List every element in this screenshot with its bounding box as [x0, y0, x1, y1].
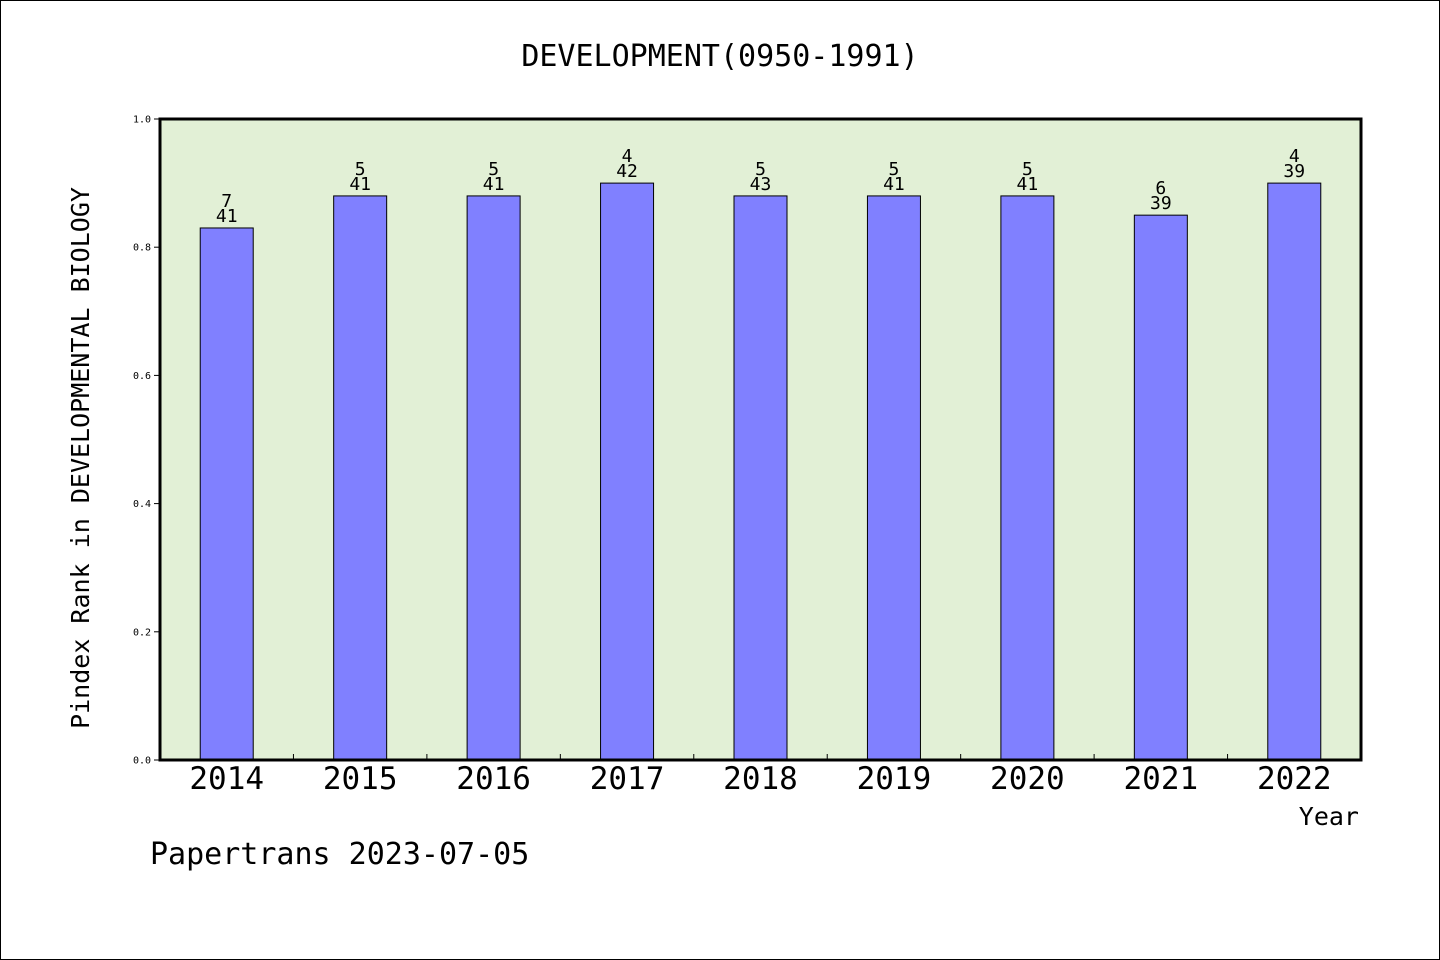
x-tick-label: 2017	[590, 761, 665, 797]
y-tick-label: 0.0	[133, 756, 151, 767]
bar-count-label: 42	[616, 161, 638, 182]
bar-rank-label: 4	[622, 146, 633, 167]
y-axis-label: Pindex Rank in DEVELOPMENTAL BIOLOGY	[66, 187, 95, 729]
bar-count-label: 41	[1017, 174, 1039, 195]
bar-rank-label: 5	[355, 159, 366, 180]
bar	[333, 195, 388, 761]
bar	[1267, 182, 1322, 761]
y-tick-label: 0.2	[133, 627, 151, 638]
bar-rank-label: 5	[889, 159, 900, 180]
y-tick-label: 0.4	[133, 499, 151, 510]
y-tick-label: 0.6	[133, 371, 151, 382]
bar-rank-label: 6	[1155, 178, 1166, 199]
chart-title: DEVELOPMENT(0950-1991)	[521, 39, 918, 74]
x-tick-label: 2019	[857, 761, 932, 797]
bar-count-label: 41	[483, 174, 505, 195]
footer-credit: Papertrans 2023-07-05	[150, 837, 529, 872]
bar-rank-label: 4	[1289, 146, 1300, 167]
x-axis-label: Year	[1299, 802, 1359, 831]
bar	[600, 182, 655, 761]
bar	[866, 195, 921, 761]
bar-count-label: 41	[216, 206, 238, 227]
x-tick-label: 2016	[456, 761, 531, 797]
y-tick-label: 1.0	[133, 115, 151, 126]
x-tick-label: 2022	[1257, 761, 1332, 797]
x-tick-label: 2014	[189, 761, 264, 797]
x-tick-label: 2020	[990, 761, 1065, 797]
bar-count-label: 43	[750, 174, 772, 195]
bar	[733, 195, 788, 761]
bar	[1000, 195, 1055, 761]
bar-rank-label: 5	[755, 159, 766, 180]
bar-count-label: 41	[349, 174, 371, 195]
bar-count-label: 39	[1150, 193, 1172, 214]
x-tick-label: 2018	[723, 761, 798, 797]
bar-rank-label: 7	[221, 191, 232, 212]
bar-count-label: 41	[883, 174, 905, 195]
x-tick-label: 2015	[323, 761, 398, 797]
bar	[1133, 214, 1188, 761]
bar	[466, 195, 521, 761]
bar-rank-label: 5	[488, 159, 499, 180]
bar-count-label: 39	[1283, 161, 1305, 182]
bar-rank-label: 5	[1022, 159, 1033, 180]
plot-border	[158, 117, 1363, 762]
x-tick-label: 2021	[1124, 761, 1199, 797]
bar	[199, 227, 254, 761]
y-tick-label: 0.8	[133, 243, 151, 254]
